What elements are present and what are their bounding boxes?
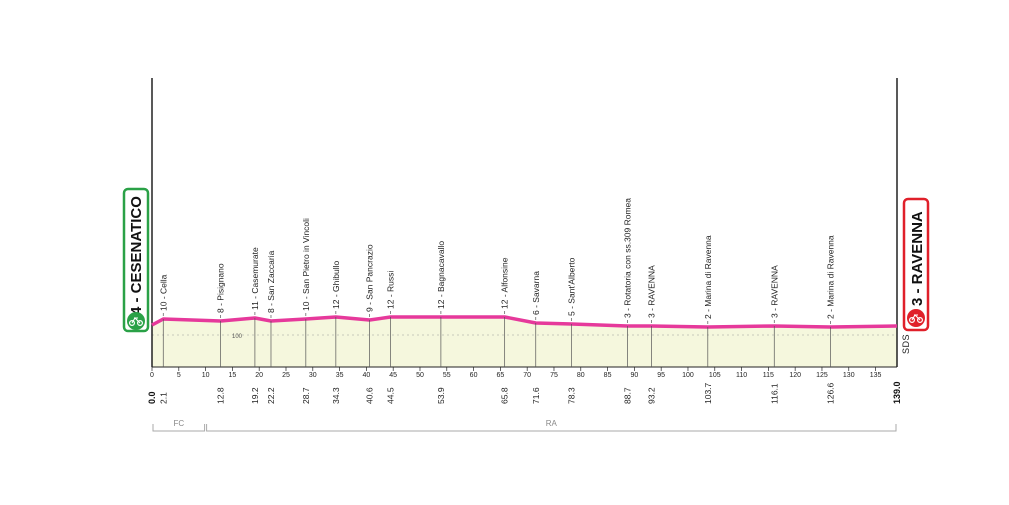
x-tick-label: 100 (682, 372, 694, 379)
province-bracket (152, 424, 206, 432)
waypoint-km-label: 88.7 (622, 387, 632, 404)
start-km-label: 0.0 (147, 391, 157, 404)
start-bike-icon (127, 312, 145, 330)
x-tick-label: 10 (202, 372, 210, 379)
x-tick-label: 30 (309, 372, 317, 379)
waypoint-km-label: 28.7 (301, 387, 311, 404)
province-bar-layer: FC RA (152, 419, 897, 432)
waypoint-label: 10 - Cella (158, 274, 168, 311)
start-badge-frame (122, 187, 150, 333)
x-tick-label: 25 (282, 372, 290, 379)
start-bike-wheel-icon (137, 320, 144, 327)
x-tick-label: 85 (604, 372, 612, 379)
province-label: RA (546, 419, 558, 428)
x-tick-label: 115 (763, 372, 774, 379)
x-tick-label: 50 (416, 372, 424, 379)
x-tick-label: 20 (255, 372, 263, 379)
waypoint-km-label: 116.1 (769, 383, 779, 404)
waypoint-km-label: 2.1 (158, 392, 168, 404)
start-badge: 4 - CESENATICO (122, 187, 150, 333)
x-tick-label: 65 (496, 372, 504, 379)
x-tick-label: 95 (657, 372, 665, 379)
start-label: 4 - CESENATICO (128, 196, 145, 315)
finish-bike-wheel-icon (916, 317, 923, 324)
km-labels-layer: 2.1 12.8 19.2 22.2 28.7 34.3 40.6 44.5 53.9 65.8 7… (147, 381, 902, 404)
finish-bike-frame-icon (911, 314, 921, 321)
waypoint-km-label: 103.7 (703, 382, 713, 404)
waypoint-label: 12 - Alfonsine (500, 257, 510, 309)
axes-layer (151, 78, 898, 368)
waypoint-km-label: 53.9 (436, 387, 446, 404)
x-tick-label: 55 (443, 372, 451, 379)
finish-bike-icon (907, 309, 925, 327)
province-bracket (206, 424, 897, 432)
x-tick-label: 40 (362, 372, 370, 379)
x-tick-label: 45 (389, 372, 397, 379)
province-label: FC (173, 419, 184, 428)
waypoint-label: 8 - San Zaccaria (266, 250, 276, 313)
x-tick-label: 0 (150, 372, 154, 379)
waypoint-km-label: 44.5 (386, 387, 396, 404)
waypoint-label: 5 - Sant'Alberto (567, 257, 577, 316)
x-tick-label: 80 (577, 372, 585, 379)
waypoint-label: 11 - Casemurate (250, 247, 260, 310)
waypoint-label: 12 - Russi (386, 271, 396, 309)
waypoint-km-label: 126.6 (826, 382, 836, 404)
waypoint-label: 12 - Ghibullo (331, 261, 341, 309)
x-tick-label: 105 (709, 372, 721, 379)
x-tick-label: 35 (336, 372, 344, 379)
start-bike-frame-icon (131, 317, 141, 324)
profile-area-layer (152, 317, 897, 367)
waypoint-label: 3 - Rotatoria con ss.309 Romea (622, 198, 632, 318)
x-tick-label: 135 (870, 372, 882, 379)
waypoint-label: 9 - San Pancrazio (365, 244, 375, 312)
waypoint-km-label: 65.8 (500, 387, 510, 404)
x-tick-label: 75 (550, 372, 558, 379)
waypoint-label: 8 - Pisignano (216, 263, 226, 313)
waypoint-label: 10 - San Pietro in Vincoli (301, 218, 311, 311)
waypoint-km-label: 12.8 (216, 387, 226, 404)
waypoint-label: 3 - RAVENNA (769, 265, 779, 318)
waypoint-km-label: 40.6 (365, 387, 375, 404)
x-tick-label: 120 (789, 372, 801, 379)
waypoint-label: 12 - Bagnacavallo (436, 241, 446, 309)
waypoint-label: 3 - RAVENNA (647, 265, 657, 318)
x-ticks-layer: 0 5 10 15 20 25 30 35 40 45 50 55 60 65 70 75 80 85 90 95 10… (150, 367, 882, 379)
waypoint-label: 2 - Marina di Ravenna (826, 235, 836, 319)
waypoint-km-label: 22.2 (266, 387, 276, 404)
finish-label: 3 - RAVENNA (909, 211, 926, 306)
x-tick-label: 90 (630, 372, 638, 379)
finish-km-label: 139.0 (892, 381, 902, 404)
finish-badge-frame (902, 197, 930, 332)
finish-bike-wheel-icon (908, 317, 915, 324)
x-tick-label: 70 (523, 372, 531, 379)
profile-area (152, 317, 897, 367)
waypoint-km-label: 78.3 (567, 387, 577, 404)
waypoint-km-label: 34.3 (331, 387, 341, 404)
sds-label: SDS (901, 334, 911, 354)
x-tick-label: 110 (736, 372, 747, 379)
x-tick-label: 130 (843, 372, 855, 379)
waypoints-layer: 10 - Cella 8 - Pisignano 11 - Casemurate 8 … (158, 198, 836, 367)
waypoint-label: 6 - Savarna (531, 271, 541, 315)
x-tick-label: 60 (470, 372, 478, 379)
x-tick-label: 5 (177, 372, 181, 379)
x-tick-label: 125 (816, 372, 828, 379)
waypoint-km-label: 93.2 (647, 387, 657, 404)
waypoint-km-label: 19.2 (250, 387, 260, 404)
finish-badge: 3 - RAVENNA (902, 197, 930, 332)
elevation-reference-label: 100 (232, 334, 243, 340)
start-bike-wheel-icon (129, 320, 136, 327)
waypoint-km-label: 71.6 (531, 387, 541, 404)
x-tick-label: 15 (228, 372, 236, 379)
waypoint-label: 2 - Marina di Ravenna (703, 235, 713, 319)
